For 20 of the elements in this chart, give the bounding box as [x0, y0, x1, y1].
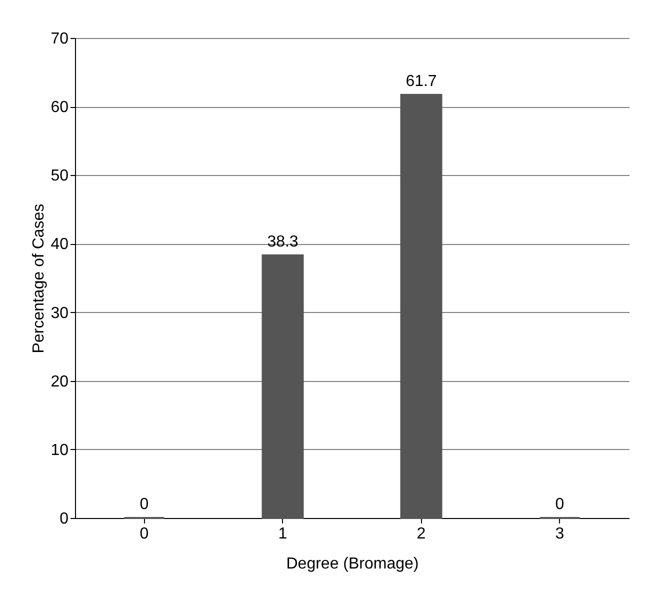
data-label: 0	[555, 496, 564, 513]
x-axis-title: Degree (Bromage)	[286, 556, 419, 572]
data-label: 38.3	[267, 233, 298, 250]
y-tick-label: 50	[50, 168, 69, 185]
y-tick-label: 60	[50, 99, 69, 116]
x-tick-label: 2	[416, 526, 426, 542]
y-axis-title: Percentage of Cases	[30, 204, 48, 354]
y-tick-label: 20	[50, 373, 69, 390]
y-tick-label: 10	[50, 442, 69, 459]
bar	[400, 94, 442, 519]
data-label: 0	[140, 496, 149, 513]
data-label: 61.7	[406, 72, 437, 90]
y-tick-label: 70	[50, 30, 69, 48]
bar	[262, 254, 304, 519]
y-tick-label: 30	[50, 304, 69, 322]
x-tick-label: 1	[278, 526, 288, 542]
y-tick-label: 0	[60, 510, 69, 528]
y-tick-label: 40	[50, 236, 69, 254]
x-tick-label: 3	[555, 526, 564, 542]
x-tick-label: 0	[140, 526, 149, 542]
